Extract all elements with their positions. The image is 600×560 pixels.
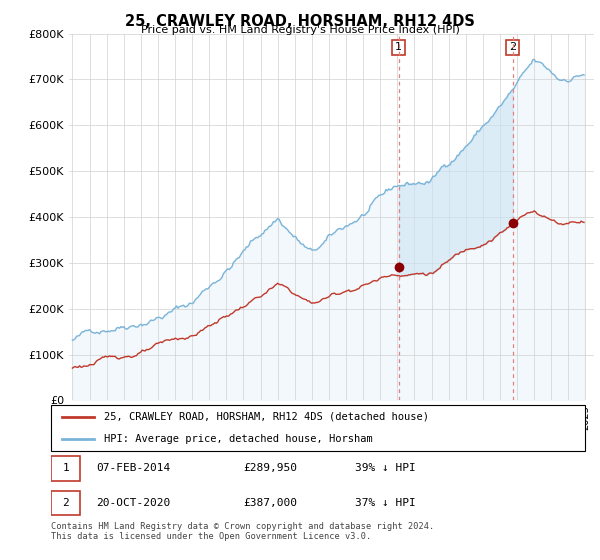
Text: £387,000: £387,000 (243, 498, 297, 508)
FancyBboxPatch shape (51, 405, 585, 451)
Text: 39% ↓ HPI: 39% ↓ HPI (355, 464, 416, 473)
Text: 2: 2 (62, 498, 70, 508)
Text: Contains HM Land Registry data © Crown copyright and database right 2024.
This d: Contains HM Land Registry data © Crown c… (51, 522, 434, 542)
Text: 37% ↓ HPI: 37% ↓ HPI (355, 498, 416, 508)
FancyBboxPatch shape (51, 456, 80, 480)
Text: HPI: Average price, detached house, Horsham: HPI: Average price, detached house, Hors… (104, 434, 373, 444)
Text: £289,950: £289,950 (243, 464, 297, 473)
FancyBboxPatch shape (51, 491, 80, 515)
Text: 20-OCT-2020: 20-OCT-2020 (97, 498, 170, 508)
Text: 25, CRAWLEY ROAD, HORSHAM, RH12 4DS: 25, CRAWLEY ROAD, HORSHAM, RH12 4DS (125, 14, 475, 29)
Text: 1: 1 (62, 464, 70, 473)
Text: 1: 1 (395, 43, 402, 52)
Text: 25, CRAWLEY ROAD, HORSHAM, RH12 4DS (detached house): 25, CRAWLEY ROAD, HORSHAM, RH12 4DS (det… (104, 412, 430, 422)
Text: 07-FEB-2014: 07-FEB-2014 (97, 464, 170, 473)
Text: 2: 2 (509, 43, 517, 52)
Text: Price paid vs. HM Land Registry's House Price Index (HPI): Price paid vs. HM Land Registry's House … (140, 25, 460, 35)
